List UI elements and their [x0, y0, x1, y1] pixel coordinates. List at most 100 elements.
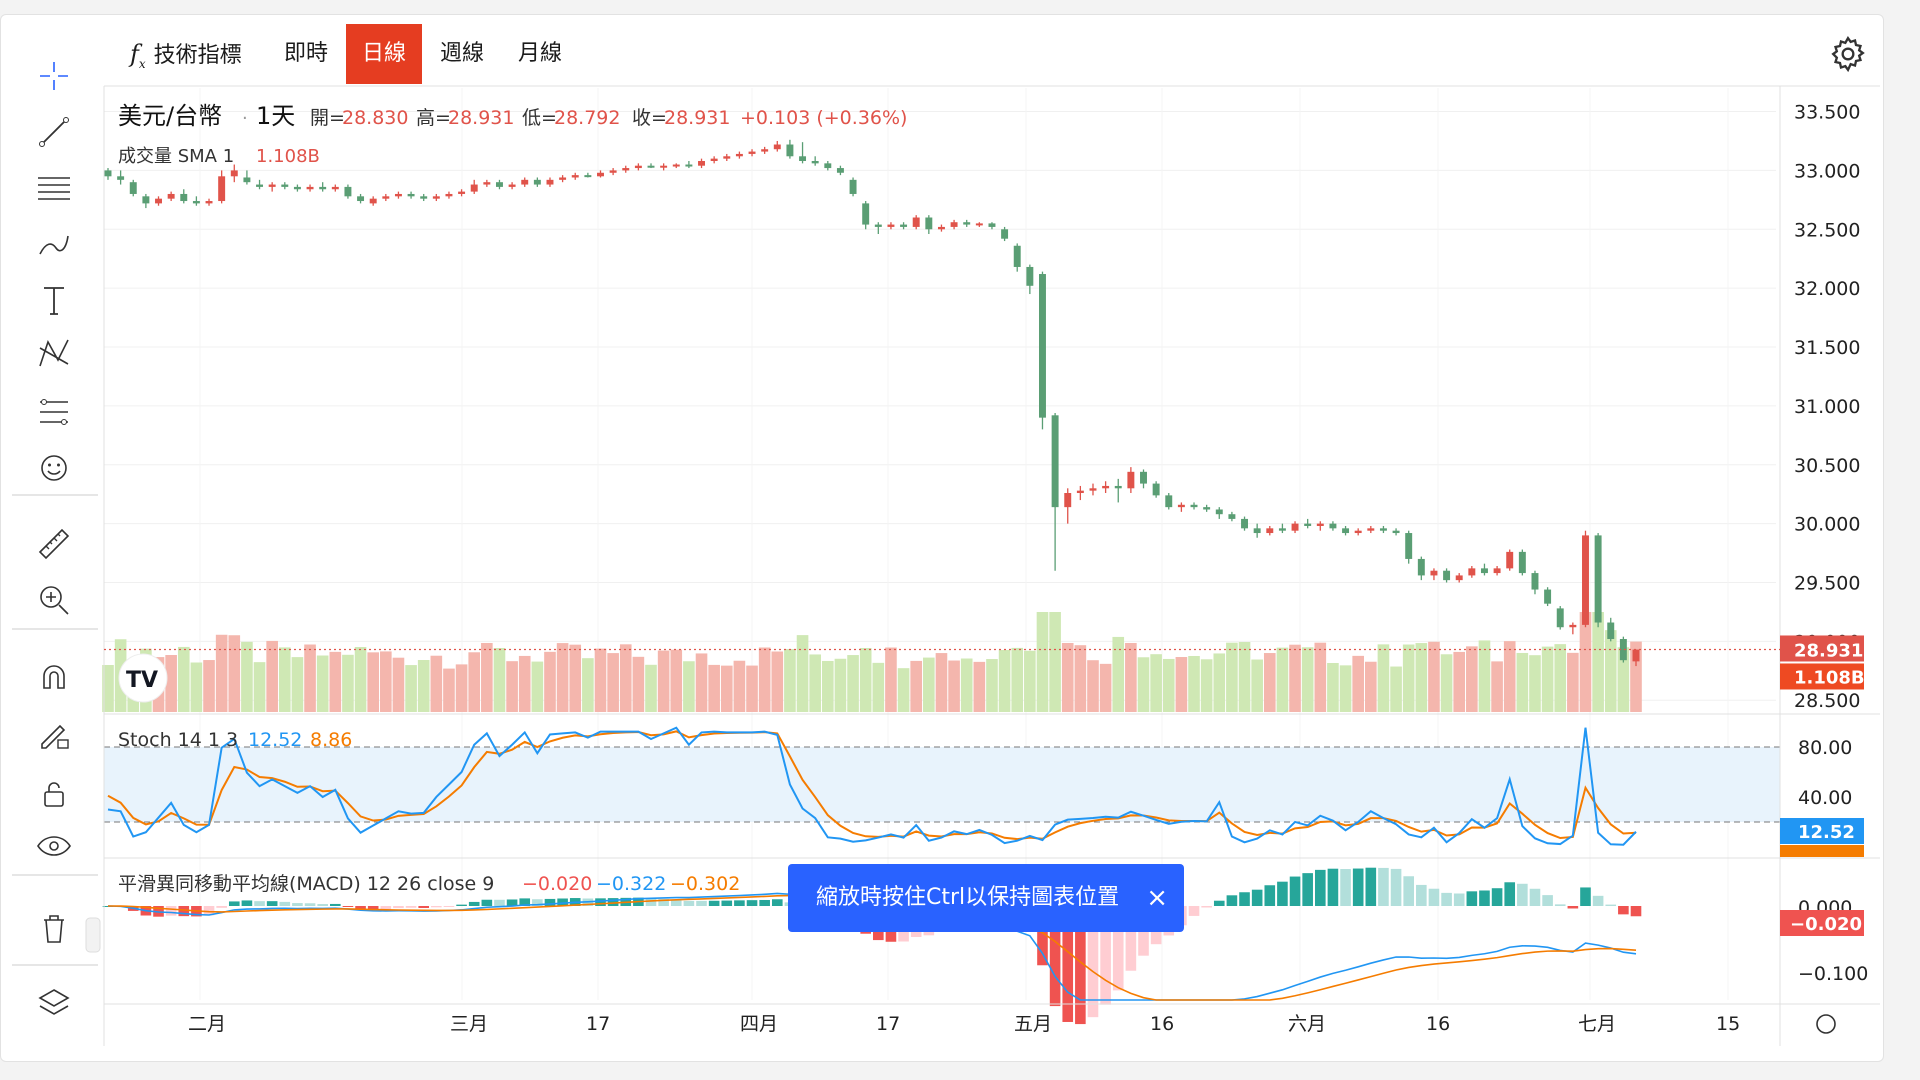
- macd-histogram-bar: [1062, 906, 1074, 1022]
- time-tick-label: 17: [876, 1013, 900, 1035]
- macd-histogram-bar: [317, 904, 328, 906]
- candle-body: [306, 186, 314, 190]
- candle-body: [1177, 504, 1185, 508]
- candle-body: [382, 196, 390, 199]
- price-tick-label: 33.000: [1794, 160, 1860, 182]
- candle-body: [559, 177, 567, 180]
- volume-bar: [720, 665, 733, 712]
- candle-body: [761, 149, 769, 152]
- candle-body: [1582, 535, 1589, 625]
- macd-histogram-bar: [443, 906, 455, 907]
- volume-bar: [1478, 640, 1491, 712]
- volume-bar: [544, 651, 556, 712]
- macd-histogram-bar: [1037, 906, 1048, 966]
- volume-bar: [683, 661, 695, 712]
- macd-histogram-bar: [544, 898, 556, 906]
- candle-body: [1493, 568, 1501, 574]
- candle-body: [748, 151, 756, 154]
- volume-bar: [708, 664, 720, 712]
- macd-histogram-bar: [1289, 876, 1301, 906]
- trash-icon[interactable]: [30, 904, 78, 952]
- tab-weekly[interactable]: 週線: [440, 41, 485, 66]
- candle-body: [849, 179, 857, 194]
- time-tick-label: 五月: [1014, 1013, 1052, 1035]
- volume-bar: [1036, 612, 1049, 712]
- macd-tag: [1780, 910, 1864, 936]
- candle-body: [1342, 528, 1350, 534]
- macd-histogram-bar: [746, 900, 758, 906]
- brush-icon[interactable]: [30, 220, 78, 268]
- fib-icon[interactable]: [30, 388, 78, 436]
- zoom-in-icon[interactable]: [30, 576, 78, 624]
- macd-histogram-bar: [1213, 900, 1225, 906]
- lock-pencil-icon[interactable]: [30, 710, 78, 758]
- macd-histogram-bar: [330, 903, 341, 906]
- tab-daily[interactable]: 日線: [346, 24, 423, 84]
- volume-bar: [758, 647, 771, 712]
- volume-bar: [1579, 612, 1592, 712]
- volume-bar: [102, 665, 114, 712]
- volume-bar: [380, 651, 392, 712]
- volume-bar: [1188, 655, 1200, 712]
- candle-body: [887, 224, 895, 227]
- trend-line-icon[interactable]: [30, 108, 78, 156]
- candle-body: [281, 184, 289, 187]
- candle-body: [1039, 274, 1046, 418]
- price-tick-label: 31.000: [1794, 396, 1860, 418]
- volume-bar: [935, 653, 948, 712]
- layers-icon[interactable]: [30, 978, 78, 1026]
- candle-body: [394, 193, 402, 197]
- volume-bar: [354, 647, 367, 712]
- time-axis-settings-icon[interactable]: [1816, 1014, 1836, 1034]
- volume-bar: [518, 655, 531, 712]
- emoji-icon[interactable]: [30, 444, 78, 492]
- volume-bar: [177, 646, 190, 712]
- macd-histogram-bar: [1352, 868, 1364, 906]
- indicators-button[interactable]: fx 技術指標: [114, 24, 258, 84]
- candle-body: [407, 193, 415, 197]
- volume-bar: [973, 661, 986, 712]
- candle-body: [1430, 570, 1438, 576]
- ruler-icon[interactable]: [30, 520, 78, 568]
- volume-bar: [430, 655, 443, 712]
- candle-body: [925, 217, 933, 230]
- volume-bar: [569, 644, 582, 712]
- last-price-tag: [1780, 635, 1864, 662]
- collapse-toolbar-handle[interactable]: [85, 917, 101, 953]
- magnet-icon[interactable]: [30, 654, 78, 702]
- volume-bar: [1541, 646, 1554, 712]
- gear-icon[interactable]: [1828, 34, 1868, 74]
- crosshair-icon[interactable]: [30, 52, 78, 100]
- eye-icon[interactable]: [30, 822, 78, 870]
- candle-body: [1190, 504, 1198, 508]
- close-icon[interactable]: ×: [1146, 883, 1168, 913]
- legend-ohlc-label: 高=: [416, 107, 451, 129]
- tradingview-logo: TV: [118, 653, 168, 703]
- macd-histogram-bar: [1504, 882, 1516, 906]
- volume-bar: [784, 649, 796, 712]
- tab-intraday[interactable]: 即時: [284, 41, 329, 66]
- toast-text: 縮放時按住Ctrl以保持圖表位置: [816, 885, 1120, 910]
- candle-body: [218, 176, 226, 202]
- candle-body: [129, 182, 137, 194]
- horizontal-lines-icon[interactable]: [30, 164, 78, 212]
- candle-body: [1316, 523, 1324, 526]
- candle-body: [230, 170, 238, 177]
- toolbar-separator: [12, 964, 98, 966]
- macd-histogram-bar: [1188, 906, 1200, 916]
- indicators-label: 技術指標: [153, 43, 242, 68]
- legend-ohlc-label: 開=: [310, 107, 345, 129]
- candle-body: [950, 222, 958, 227]
- lock-icon[interactable]: [30, 770, 78, 818]
- macd-histogram-bar: [1618, 906, 1629, 915]
- time-tick-label: 三月: [450, 1013, 488, 1035]
- volume-bar: [417, 660, 430, 712]
- text-icon[interactable]: [30, 276, 78, 324]
- macd-histogram-bar: [241, 900, 253, 906]
- pattern-icon[interactable]: [30, 330, 78, 378]
- macd-histogram-bar: [178, 906, 190, 917]
- volume-bar: [1137, 657, 1150, 712]
- tab-monthly[interactable]: 月線: [518, 41, 563, 66]
- volume-bar: [1402, 644, 1415, 712]
